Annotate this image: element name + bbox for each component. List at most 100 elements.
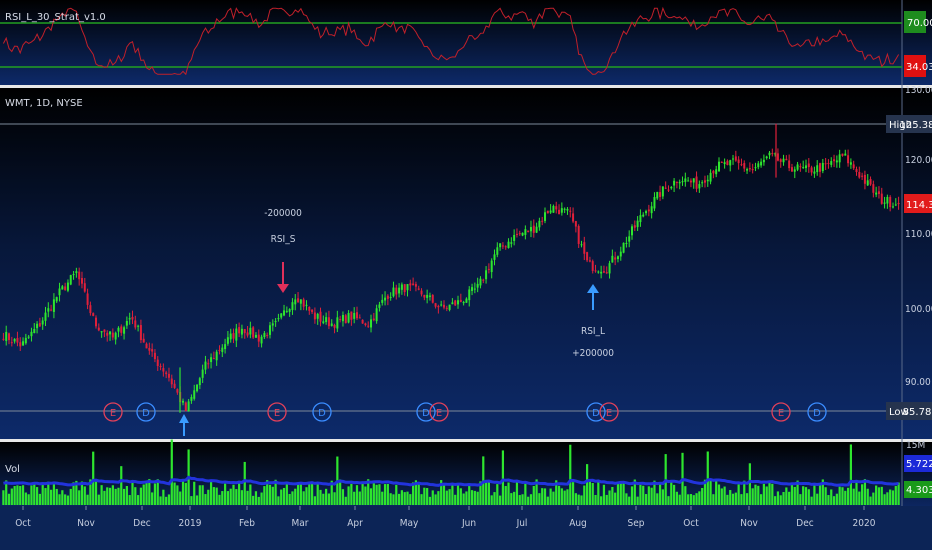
trade-annotations: -200000 RSI_S RSI_L +200000 [179, 208, 614, 436]
dividend-marker[interactable]: D [807, 402, 827, 422]
volume-bar [790, 482, 794, 505]
volume-bar [170, 439, 173, 505]
volume-bar [330, 480, 333, 505]
volume-bar [715, 480, 718, 505]
candle-body [153, 352, 156, 360]
candle-body [260, 336, 263, 344]
volume-bar [38, 493, 41, 505]
candle-body [190, 397, 193, 401]
event-marker-ring [429, 402, 449, 422]
candle-body [263, 333, 266, 338]
earnings-marker[interactable]: E [429, 402, 449, 422]
candle-body [384, 297, 387, 301]
volume-bar [302, 491, 305, 505]
dividend-marker[interactable]: D [136, 402, 156, 422]
candle-body [182, 400, 185, 403]
candle-body [414, 284, 417, 287]
volume-bar [861, 484, 864, 505]
candle-body [66, 282, 69, 291]
volume-bar [24, 492, 27, 505]
candle-body [819, 163, 822, 172]
candle-body [479, 278, 482, 286]
rsi-upper-tag [904, 11, 926, 33]
candle-body [689, 180, 692, 183]
volume-pane[interactable]: Vol 15M 5.722M 4.303M [2, 439, 932, 505]
volume-bar [560, 488, 563, 505]
volume-bar [580, 495, 583, 505]
volume-bar [605, 494, 608, 505]
candle-body [50, 309, 53, 311]
volume-bar [748, 463, 751, 505]
volume-bar [636, 496, 639, 505]
price-title: WMT, 1D, NYSE [5, 98, 83, 109]
earnings-marker[interactable]: E [771, 402, 791, 422]
rsi-pane[interactable]: RSI_L_30_Strat_v1.0 70.00 34.03 [0, 6, 932, 77]
candle-body [176, 389, 179, 393]
dividend-marker[interactable]: D [312, 402, 332, 422]
candle-body [75, 271, 78, 274]
candle-body [280, 313, 283, 318]
volume-bar [451, 483, 454, 505]
candle-body [83, 283, 86, 292]
x-tick-label: May [400, 518, 419, 529]
y-tick-90: 90.00 [905, 377, 931, 388]
volume-bar [50, 489, 53, 505]
event-marker-ring [771, 402, 791, 422]
candle-body [333, 324, 336, 328]
price-axis[interactable]: 130.00 120.00 110.00 100.00 90.00 High 1… [886, 85, 932, 420]
candle-body [364, 323, 367, 326]
volume-bar [521, 494, 524, 505]
candle-body [535, 226, 538, 233]
candle-body [22, 341, 25, 346]
volume-bar [644, 494, 648, 505]
volume-bar [263, 486, 266, 505]
candle-body [776, 153, 779, 161]
volume-bar [142, 484, 145, 505]
volume-bar [535, 479, 538, 505]
candle-body [72, 274, 75, 276]
volume-bar [698, 491, 701, 505]
volume-bar [41, 484, 44, 505]
candle-body [473, 288, 476, 290]
volume-bar [69, 488, 72, 505]
candle-body [804, 165, 807, 169]
candle-body [238, 327, 241, 334]
candle-body [201, 369, 204, 378]
earnings-marker[interactable]: E [599, 402, 619, 422]
volume-bar [563, 490, 566, 505]
candle-body [793, 169, 796, 172]
candle-body [577, 226, 580, 244]
dividend-marker[interactable]: D [416, 402, 436, 422]
volume-bar [226, 491, 230, 505]
candle-body [841, 153, 844, 156]
volume-bar [327, 493, 331, 505]
volume-bar [61, 490, 64, 505]
long-arrow-head [179, 414, 189, 423]
volume-bar [280, 489, 283, 505]
candle-body [732, 158, 735, 160]
x-tick-label: Oct [15, 518, 31, 529]
x-tick-label: Nov [77, 518, 95, 529]
candle-body [754, 167, 757, 169]
volume-bar [776, 491, 780, 505]
candle-body [162, 368, 165, 372]
earnings-marker[interactable]: E [267, 402, 287, 422]
volume-bar [195, 495, 199, 505]
volume-bar [479, 481, 482, 505]
earnings-marker[interactable]: E [103, 402, 123, 422]
dividend-marker[interactable]: D [586, 402, 606, 422]
volume-bar [215, 487, 218, 505]
volume-bar [768, 481, 771, 505]
volume-bar [218, 494, 221, 505]
candle-body [268, 325, 271, 335]
volume-bar [527, 496, 530, 505]
volume-bar [412, 482, 415, 505]
volume-bar [737, 484, 740, 505]
x-axis[interactable]: Oct Nov Dec 2019 Feb Mar Apr May Jun Jul Aug Sep Oct… [15, 506, 876, 529]
volume-bar [58, 494, 61, 505]
volume-avg-tag [904, 455, 932, 472]
